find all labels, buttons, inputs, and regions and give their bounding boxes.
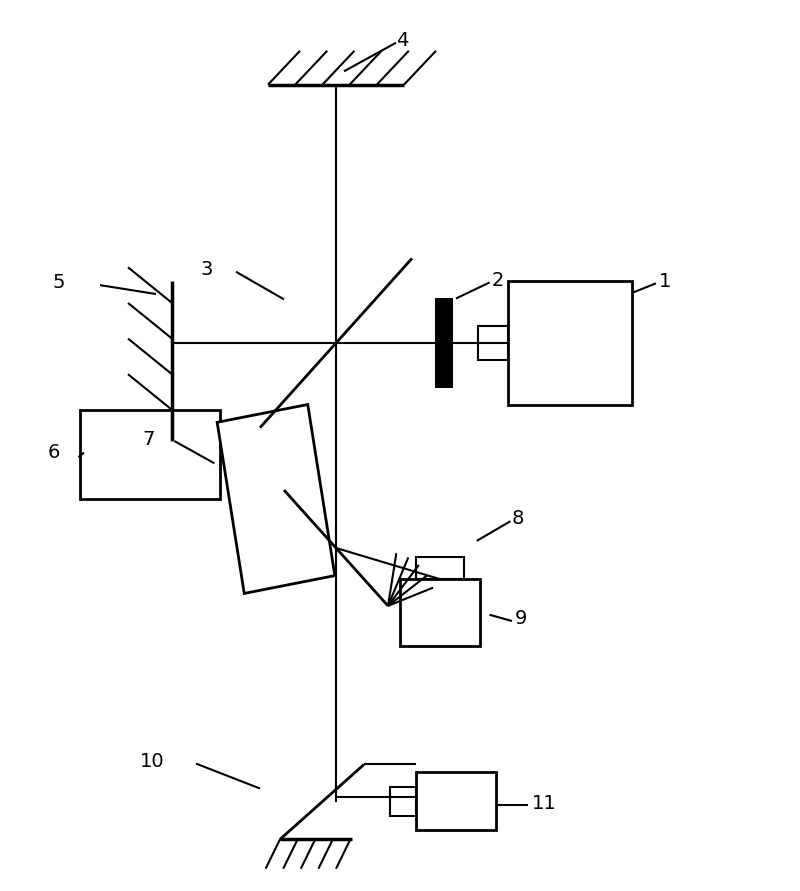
Bar [478,326,508,360]
Text: 10: 10 [140,752,165,772]
Text: 3: 3 [200,259,212,279]
Text: 1: 1 [658,272,670,291]
Text: 5: 5 [52,273,65,292]
Text: 2: 2 [492,271,504,290]
Bar [390,787,416,816]
Bar [400,579,480,646]
Text: 4: 4 [396,30,408,50]
Text: 6: 6 [48,443,60,462]
Text: 8: 8 [512,509,524,528]
Bar [508,281,632,405]
Text: 9: 9 [514,609,526,628]
Bar [435,298,453,388]
Text: 7: 7 [142,429,154,449]
Polygon shape [217,405,335,593]
Bar [416,772,496,830]
Bar [416,557,464,579]
Text: 11: 11 [532,794,557,813]
Bar [80,410,220,499]
